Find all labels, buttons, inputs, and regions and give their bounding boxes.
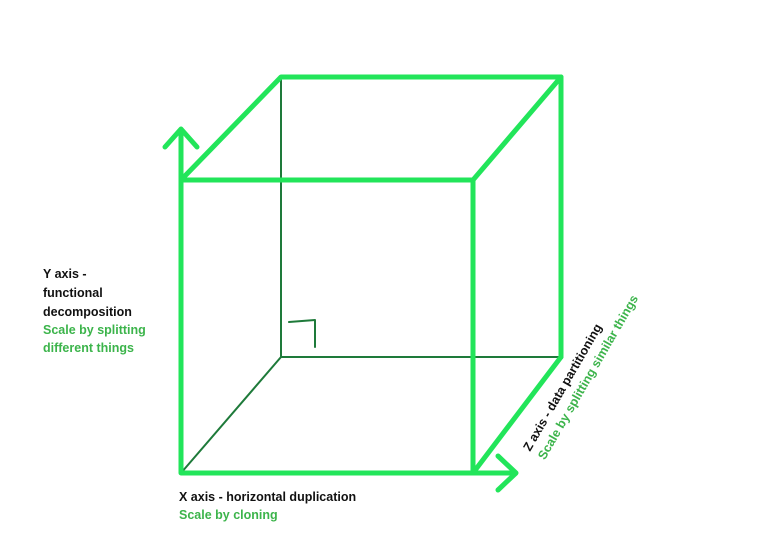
x-axis-title: X axis - horizontal duplication bbox=[179, 490, 356, 504]
front-face bbox=[178, 177, 476, 476]
visible-edges bbox=[162, 74, 564, 493]
y-axis-subtitle: Scale by splitting different things bbox=[43, 323, 149, 355]
z-axis-label-group: Z axis - data partitioning Scale by spli… bbox=[520, 293, 641, 462]
y-axis-arrowhead-icon bbox=[162, 126, 200, 150]
top-face bbox=[178, 74, 564, 183]
hidden-edges bbox=[180, 76, 562, 474]
x-axis-arrowhead-icon bbox=[495, 453, 519, 493]
z-axis-inner-arrowhead-icon bbox=[288, 319, 316, 348]
x-axis-subtitle: Scale by cloning bbox=[179, 508, 278, 522]
z-axis-subtitle: Scale by splitting similar things bbox=[535, 293, 641, 462]
y-axis-title: Y axis - functional decomposition bbox=[43, 267, 132, 319]
diagonal-right-edge bbox=[470, 354, 564, 476]
diagonal-bottom-edge bbox=[180, 356, 282, 474]
